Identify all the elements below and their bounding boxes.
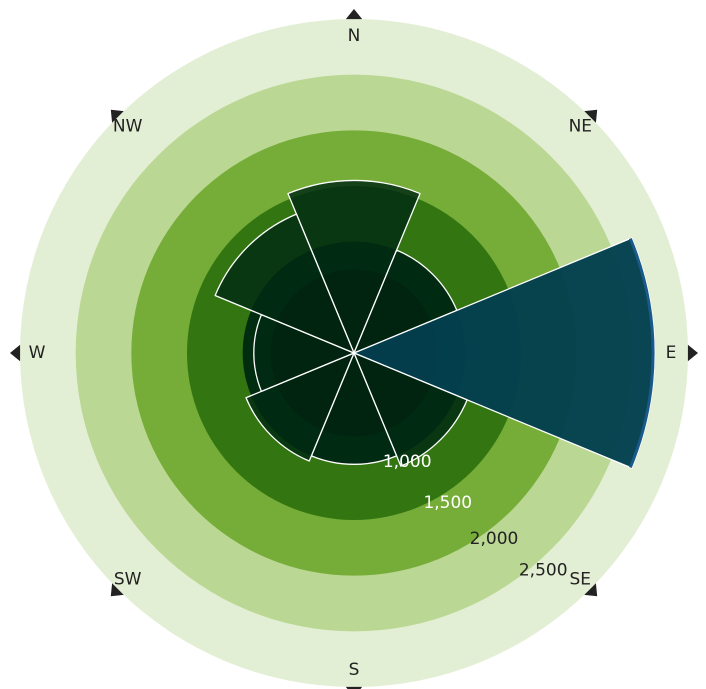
direction-label-nw: NW	[113, 117, 143, 137]
direction-label-e: E	[666, 343, 677, 363]
direction-marker-s	[345, 686, 363, 689]
direction-marker-se	[584, 583, 598, 597]
direction-label-w: W	[29, 343, 46, 363]
ring-label-1000: 1,000	[383, 452, 432, 472]
bar-se	[353, 352, 468, 467]
direction-label-sw: SW	[114, 569, 142, 589]
bar-n	[287, 179, 421, 354]
ring-label-2500: 2,500	[519, 561, 568, 581]
direction-marker-w	[10, 344, 21, 362]
ring-label-1500: 1,500	[423, 493, 472, 513]
bar-s	[310, 352, 398, 465]
direction-marker-ne	[584, 109, 598, 123]
direction-markers-group	[10, 9, 698, 689]
direction-labels-group: N NE E SE S SW W NW	[29, 26, 677, 680]
direction-marker-nw	[110, 109, 124, 123]
direction-label-se: SE	[570, 569, 592, 589]
bars-group	[214, 179, 656, 469]
ring-label-2000: 2,000	[470, 529, 519, 549]
bar-e-rim	[628, 237, 655, 469]
direction-label-ne: NE	[569, 117, 592, 137]
direction-marker-n	[345, 9, 363, 20]
direction-label-s: S	[349, 660, 360, 680]
bar-sw	[245, 352, 355, 462]
direction-marker-sw	[110, 583, 124, 597]
bar-w	[253, 314, 355, 392]
bar-nw	[214, 213, 355, 354]
bar-ne	[353, 249, 458, 354]
direction-label-n: N	[348, 26, 361, 46]
direction-marker-e	[687, 344, 698, 362]
